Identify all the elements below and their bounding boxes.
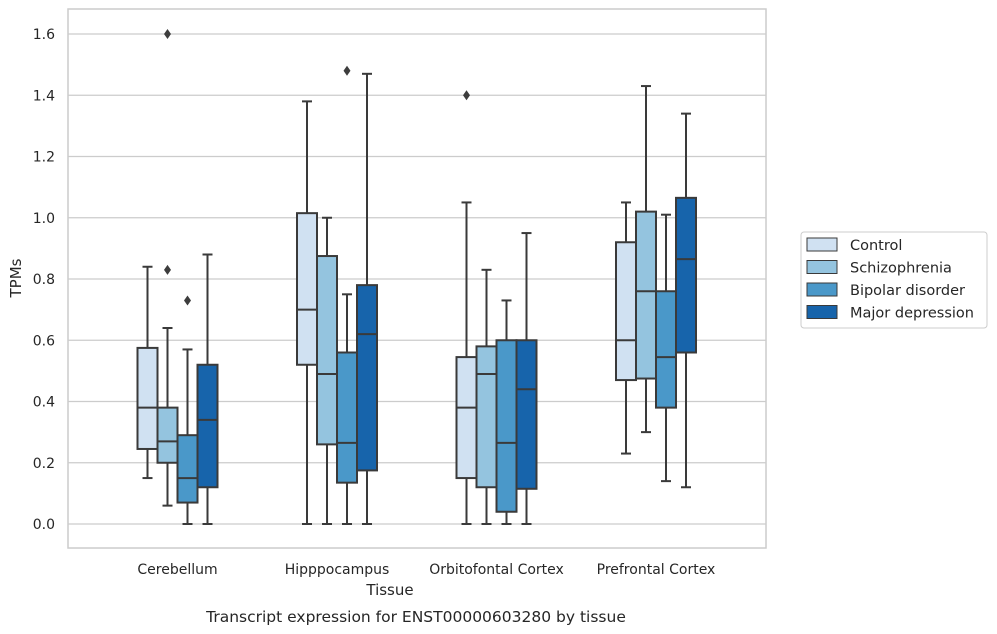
box-iqr (336, 351, 358, 484)
y-tick-label: 0.0 (33, 517, 55, 533)
box-schizophrenia-prefrontal-cortex (635, 85, 657, 434)
box-bipolar-disorder-orbitofontal-cortex (495, 299, 518, 525)
box-layer (136, 29, 697, 525)
box-iqr (495, 339, 518, 513)
box-iqr (176, 434, 199, 504)
x-tick-label: Hipppocampus (285, 562, 390, 578)
box-major-depression-hipppocampus (356, 72, 378, 525)
y-tick-label: 0.8 (33, 272, 55, 288)
legend-swatch-bipolar-disorder (806, 282, 838, 297)
outlier-point (164, 264, 171, 275)
box-iqr (455, 356, 478, 480)
legend-swatch-major-depression (806, 305, 838, 319)
box-schizophrenia-hipppocampus (316, 216, 338, 525)
box-bipolar-disorder-cerebellum (176, 295, 199, 525)
outlier-point (164, 29, 171, 39)
legend: Control Schizophrenia Bipolar disorder Majo… (800, 231, 988, 329)
legend-label-schizophrenia: Schizophrenia (850, 261, 952, 277)
box-control-prefrontal-cortex (615, 201, 637, 455)
x-tick-label: Orbitofontal Cortex (429, 562, 564, 578)
box-control-hipppocampus (296, 100, 318, 525)
outlier-point (463, 90, 470, 101)
box-iqr (196, 363, 219, 489)
box-bipolar-disorder-prefrontal-cortex (655, 213, 677, 483)
box-iqr (316, 255, 338, 446)
legend-swatch-schizophrenia (806, 260, 838, 274)
box-schizophrenia-orbitofontal-cortex (475, 268, 498, 525)
y-tick-label: 0.2 (33, 456, 55, 472)
box-schizophrenia-cerebellum (156, 29, 179, 507)
box-iqr (136, 346, 159, 450)
plot-frame (67, 8, 767, 549)
legend-label-major-depression: Major depression (850, 306, 974, 322)
y-tick-label: 1.4 (33, 88, 55, 104)
box-major-depression-orbitofontal-cortex (515, 232, 538, 525)
legend-swatch-control (806, 237, 838, 252)
figure-caption: Transcript expression for ENST0000060328… (205, 608, 626, 626)
box-iqr (655, 290, 677, 409)
x-tick-label: Prefrontal Cortex (597, 562, 716, 578)
box-bipolar-disorder-hipppocampus (336, 65, 358, 525)
y-tick-label: 1.6 (33, 27, 55, 43)
box-iqr (156, 406, 179, 464)
box-iqr (296, 212, 318, 366)
box-iqr (675, 196, 697, 354)
box-major-depression-prefrontal-cortex (675, 112, 697, 489)
y-axis-label: TPMs (7, 258, 25, 298)
x-tick-labels: Cerebellum Hipppocampus Orbitofontal Corte… (137, 562, 715, 578)
outlier-point (184, 295, 191, 306)
outlier-point (343, 65, 351, 76)
legend-label-control: Control (850, 238, 902, 254)
legend-frame (800, 231, 988, 329)
box-control-cerebellum (136, 265, 159, 480)
y-tick-label: 1.0 (33, 211, 55, 227)
box-iqr (515, 339, 538, 490)
x-axis-label: Tissue (365, 581, 413, 599)
legend-label-bipolar-disorder: Bipolar disorder (850, 283, 965, 299)
box-major-depression-cerebellum (196, 253, 219, 525)
x-tick-label: Cerebellum (137, 562, 217, 578)
y-tick-label: 0.6 (33, 333, 55, 349)
box-iqr (615, 241, 637, 382)
y-tick-labels: 0.0 0.2 0.4 0.6 0.8 1.0 1.2 1.4 1.6 (33, 27, 55, 533)
box-iqr (475, 345, 498, 489)
box-iqr (635, 210, 657, 380)
box-control-orbitofontal-cortex (455, 90, 478, 525)
y-tick-label: 0.4 (33, 395, 55, 411)
y-tick-label: 1.2 (33, 150, 55, 166)
box-iqr (356, 284, 378, 472)
